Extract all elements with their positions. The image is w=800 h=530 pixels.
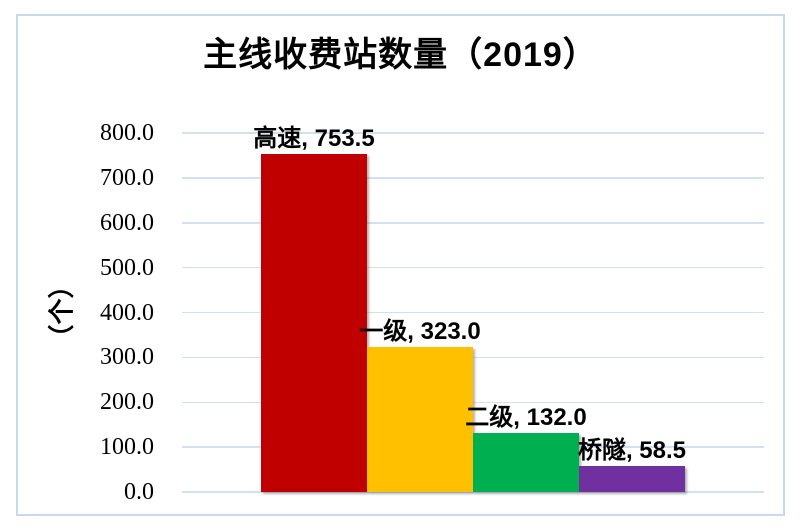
- chart-title: 主线收费站数量（2019）: [203, 36, 598, 74]
- gridline: [182, 222, 764, 224]
- y-tick-label: 400.0: [100, 299, 154, 326]
- bar-一级: [367, 347, 473, 492]
- data-label-一级: 一级, 323.0: [359, 318, 481, 346]
- data-label-二级: 二级, 132.0: [465, 403, 587, 431]
- bar-高速: [261, 153, 367, 492]
- bar-桥隧: [579, 465, 685, 492]
- data-label-高速: 高速, 753.5: [253, 124, 375, 152]
- gridline: [182, 311, 764, 314]
- bar-二级: [473, 432, 579, 492]
- y-tick-label: 700.0: [100, 164, 154, 191]
- y-tick-label: 100.0: [100, 434, 154, 461]
- y-tick-label: 600.0: [100, 209, 154, 236]
- y-tick-label: 800.0: [100, 120, 154, 146]
- data-label-桥隧: 桥隧, 58.5: [577, 436, 687, 464]
- gridline: [182, 491, 764, 493]
- gridline: [182, 132, 764, 134]
- plot-area: 高速, 753.5 一级, 323.0 二级, 132.0 桥隧, 58.5: [182, 125, 764, 493]
- gridline: [182, 266, 764, 269]
- gridline: [182, 356, 764, 359]
- y-tick-label: 200.0: [100, 389, 154, 416]
- y-tick-label: 0.0: [124, 479, 154, 505]
- y-tick-label: 500.0: [100, 254, 154, 281]
- gridline: [182, 177, 764, 179]
- y-tick-label: 300.0: [100, 344, 154, 371]
- chart-frame: 主线收费站数量（2019） （个） 高速, 753.5 一级, 323.0 二级, …: [16, 14, 785, 516]
- gridline: [182, 401, 764, 403]
